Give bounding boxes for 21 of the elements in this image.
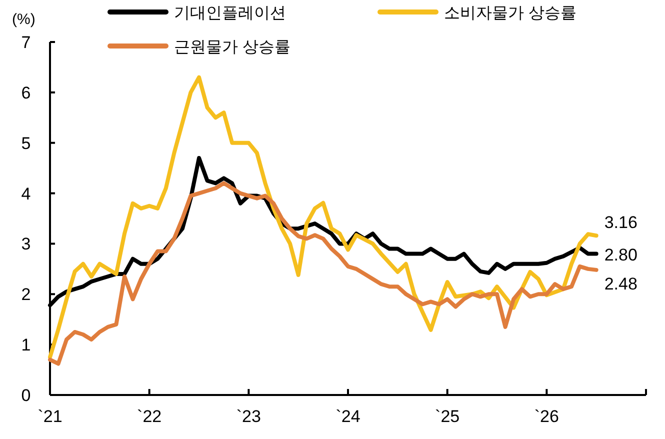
legend-label: 기대인플레이션 xyxy=(174,5,286,22)
x-tick-label: `23 xyxy=(236,407,261,426)
y-tick-label: 7 xyxy=(21,33,31,52)
x-tick-label: `22 xyxy=(137,407,162,426)
annotation: 3.16 xyxy=(604,212,638,232)
y-axis-title: (%) xyxy=(12,11,36,28)
legend-label: 소비자물가 상승률 xyxy=(444,5,576,22)
x-tick-label: `26 xyxy=(534,407,559,426)
y-tick-label: 5 xyxy=(21,134,31,153)
annotation: 2.48 xyxy=(604,274,638,294)
y-tick-label: 6 xyxy=(21,83,31,102)
y-tick-label: 3 xyxy=(21,234,31,254)
y-tick-label: 4 xyxy=(21,184,31,204)
y-tick-label: 1 xyxy=(21,336,31,355)
x-tick-label: `24 xyxy=(336,407,360,426)
y-tick-label: 0 xyxy=(21,386,31,405)
y-tick-label: 2 xyxy=(21,285,31,304)
x-tick-label: `21 xyxy=(38,407,62,426)
x-tick-label: `25 xyxy=(435,407,460,426)
annotation: 2.80 xyxy=(604,245,638,264)
legend-label: 근원물가 상승률 xyxy=(174,39,290,56)
